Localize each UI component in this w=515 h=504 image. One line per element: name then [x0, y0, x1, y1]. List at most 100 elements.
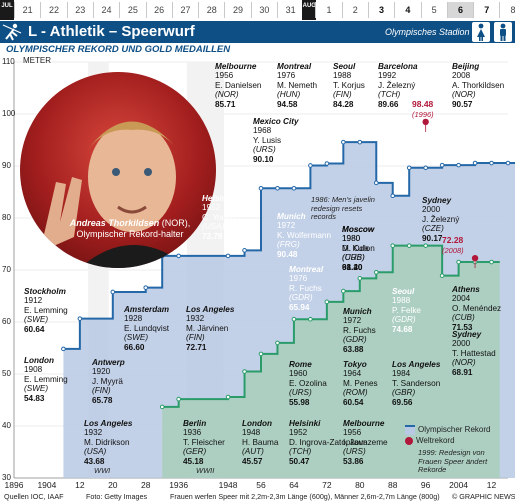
champion-year: 1928 [124, 314, 143, 324]
women-champion-label: Melbourne 1956 I. Jaunzeme (URS) 53.86 [343, 419, 388, 466]
women-record-point [357, 276, 363, 281]
champion-name: R. Fuchs [343, 325, 376, 335]
women-record-point [291, 316, 297, 322]
calendar-day: 24 [92, 2, 119, 18]
women-record-point [390, 243, 396, 248]
calendar-day: 5 [420, 2, 447, 18]
champion-year: 1908 [24, 365, 43, 375]
champion-name: E. Lemming [24, 374, 68, 384]
calendar-day: 27 [171, 2, 198, 18]
calendar-day: 28 [198, 2, 224, 18]
champion-city: Los Angeles [186, 305, 235, 314]
calendar-day: 1 [315, 2, 341, 18]
men-record-point [439, 162, 445, 168]
champion-nat: (SWE) [24, 315, 49, 325]
champion-name: Y. Lusis [253, 135, 282, 145]
calendar-day: 8 [499, 2, 515, 18]
champion-res: 65.78 [92, 395, 113, 405]
women-champion-label: Athens 2004 O. Menéndez (CUB) 71.53 [452, 285, 501, 332]
champion-name: J. Železný [422, 214, 460, 224]
men-champion-label: Los Angeles 1932 M. Järvinen (FIN) 72.71 [186, 305, 234, 352]
champion-year: 1932 [186, 314, 205, 324]
champion-nat: (FIN) [333, 90, 352, 100]
women-champion-label: Montreal 1976 R. Fuchs (GDR) 65.94 [289, 265, 323, 312]
champion-nat: (GDR) [343, 335, 367, 345]
women-record-point [406, 243, 412, 248]
champion-name: T. Hattestad [452, 348, 496, 358]
champion-nat: (CUB) [452, 313, 475, 323]
women-record-point [308, 316, 313, 322]
calendar-day: 26 [145, 2, 172, 18]
calendar-day: 22 [40, 2, 66, 18]
champion-name: E. Ozolina [289, 378, 327, 388]
champion-res: 43.68 [84, 456, 105, 466]
champion-year: 1980 [342, 234, 361, 244]
champion-name: A. Thorkildsen [452, 80, 505, 90]
champion-year: 1980 [342, 234, 361, 244]
champion-res: 73.78 [202, 231, 223, 241]
calendar-day: 2 [341, 2, 368, 18]
y-tick-label: 70 [2, 265, 11, 274]
champion-nat: (NOR) [452, 90, 476, 100]
men-record-point [291, 186, 297, 191]
men-champion-label: Montreal 1976 M. Nemeth (HUN) 94.58 [277, 62, 317, 109]
x-tick-label: 56 [256, 480, 266, 490]
champion-nat: (GDR) [289, 293, 313, 303]
men-champion-label: Barcelona 1992 J. Železný (TCH) 89.66 [378, 62, 418, 109]
women-champion-label: Moscow 1980 M. Colon (CUB) 68.40 [342, 225, 375, 272]
men-record-point [406, 165, 412, 171]
venue-label: Olympisches Stadion [385, 27, 470, 37]
x-tick-label: 72 [322, 480, 332, 490]
men-champion-label: Antwerp 1920 J. Myyrä (FIN) 65.78 [92, 358, 125, 405]
champion-city: Sydney [452, 330, 482, 339]
world-record-point [422, 118, 429, 126]
y-tick-label: 30 [2, 473, 11, 482]
x-tick-label: 28 [140, 480, 151, 490]
y-tick-label: 100 [2, 109, 16, 118]
champion-res: 90.57 [452, 99, 473, 109]
calendar-day: 31 [277, 2, 303, 18]
champion-nat: (USA) [84, 447, 107, 457]
champion-city: Moscow [342, 225, 375, 234]
calendar-day: 25 [119, 2, 145, 18]
champion-nat: (ROM) [343, 388, 368, 398]
men-champion-label: Stockholm 1912 E. Lemming (SWE) 60.64 [24, 287, 68, 334]
women-record-point [439, 273, 445, 278]
champion-res: 94.58 [277, 99, 298, 109]
men-champion-label: Seoul 1988 T. Korjus (FIN) 84.28 [333, 62, 365, 109]
champion-city: Melbourne [215, 62, 257, 71]
champion-name: E. Lundqvist [124, 323, 170, 333]
calendar-day: 4 [394, 2, 420, 18]
y-tick-label: 40 [2, 421, 11, 430]
x-tick-label: 88 [387, 480, 398, 490]
champion-res: 74.68 [392, 324, 413, 334]
champion-city: Athens [452, 285, 480, 294]
men-champion-label: Melbourne 1956 E. Danielsen (NOR) 85.71 [215, 62, 261, 109]
world-record-point [471, 254, 479, 262]
champion-res: 90.48 [277, 249, 298, 259]
champion-year: 2000 [422, 205, 441, 215]
champion-nat: (FIN) [92, 386, 111, 396]
women-record-point [159, 404, 165, 410]
men-record-point [324, 161, 330, 166]
men-record-point [489, 160, 494, 166]
champion-city: London [242, 419, 273, 428]
champion-name: J. Železný [378, 80, 416, 90]
male-pictogram-icon [494, 22, 512, 42]
women-record-point [242, 369, 247, 374]
legend-swatch [405, 436, 413, 445]
champion-name: C. Young [202, 212, 236, 222]
champion-res: 60.64 [24, 324, 45, 334]
x-tick-label: 80 [355, 480, 365, 490]
champion-nat: (SWE) [124, 333, 149, 343]
women-record-area [162, 245, 500, 478]
champion-year: 1972 [343, 316, 362, 326]
champion-name: R. Fuchs [289, 283, 322, 293]
champion-year: 1972 [277, 221, 296, 231]
redesign-women-note: 1999: Redesign von Frauen Speer ändert R… [418, 448, 488, 474]
legend-swatch [405, 424, 415, 435]
women-champion-label: Rome 1960 E. Ozolina (URS) 55.98 [289, 360, 327, 407]
men-record-point [472, 160, 478, 166]
champion-res: 60.54 [343, 397, 364, 407]
champion-name: M. Colon [342, 243, 375, 253]
